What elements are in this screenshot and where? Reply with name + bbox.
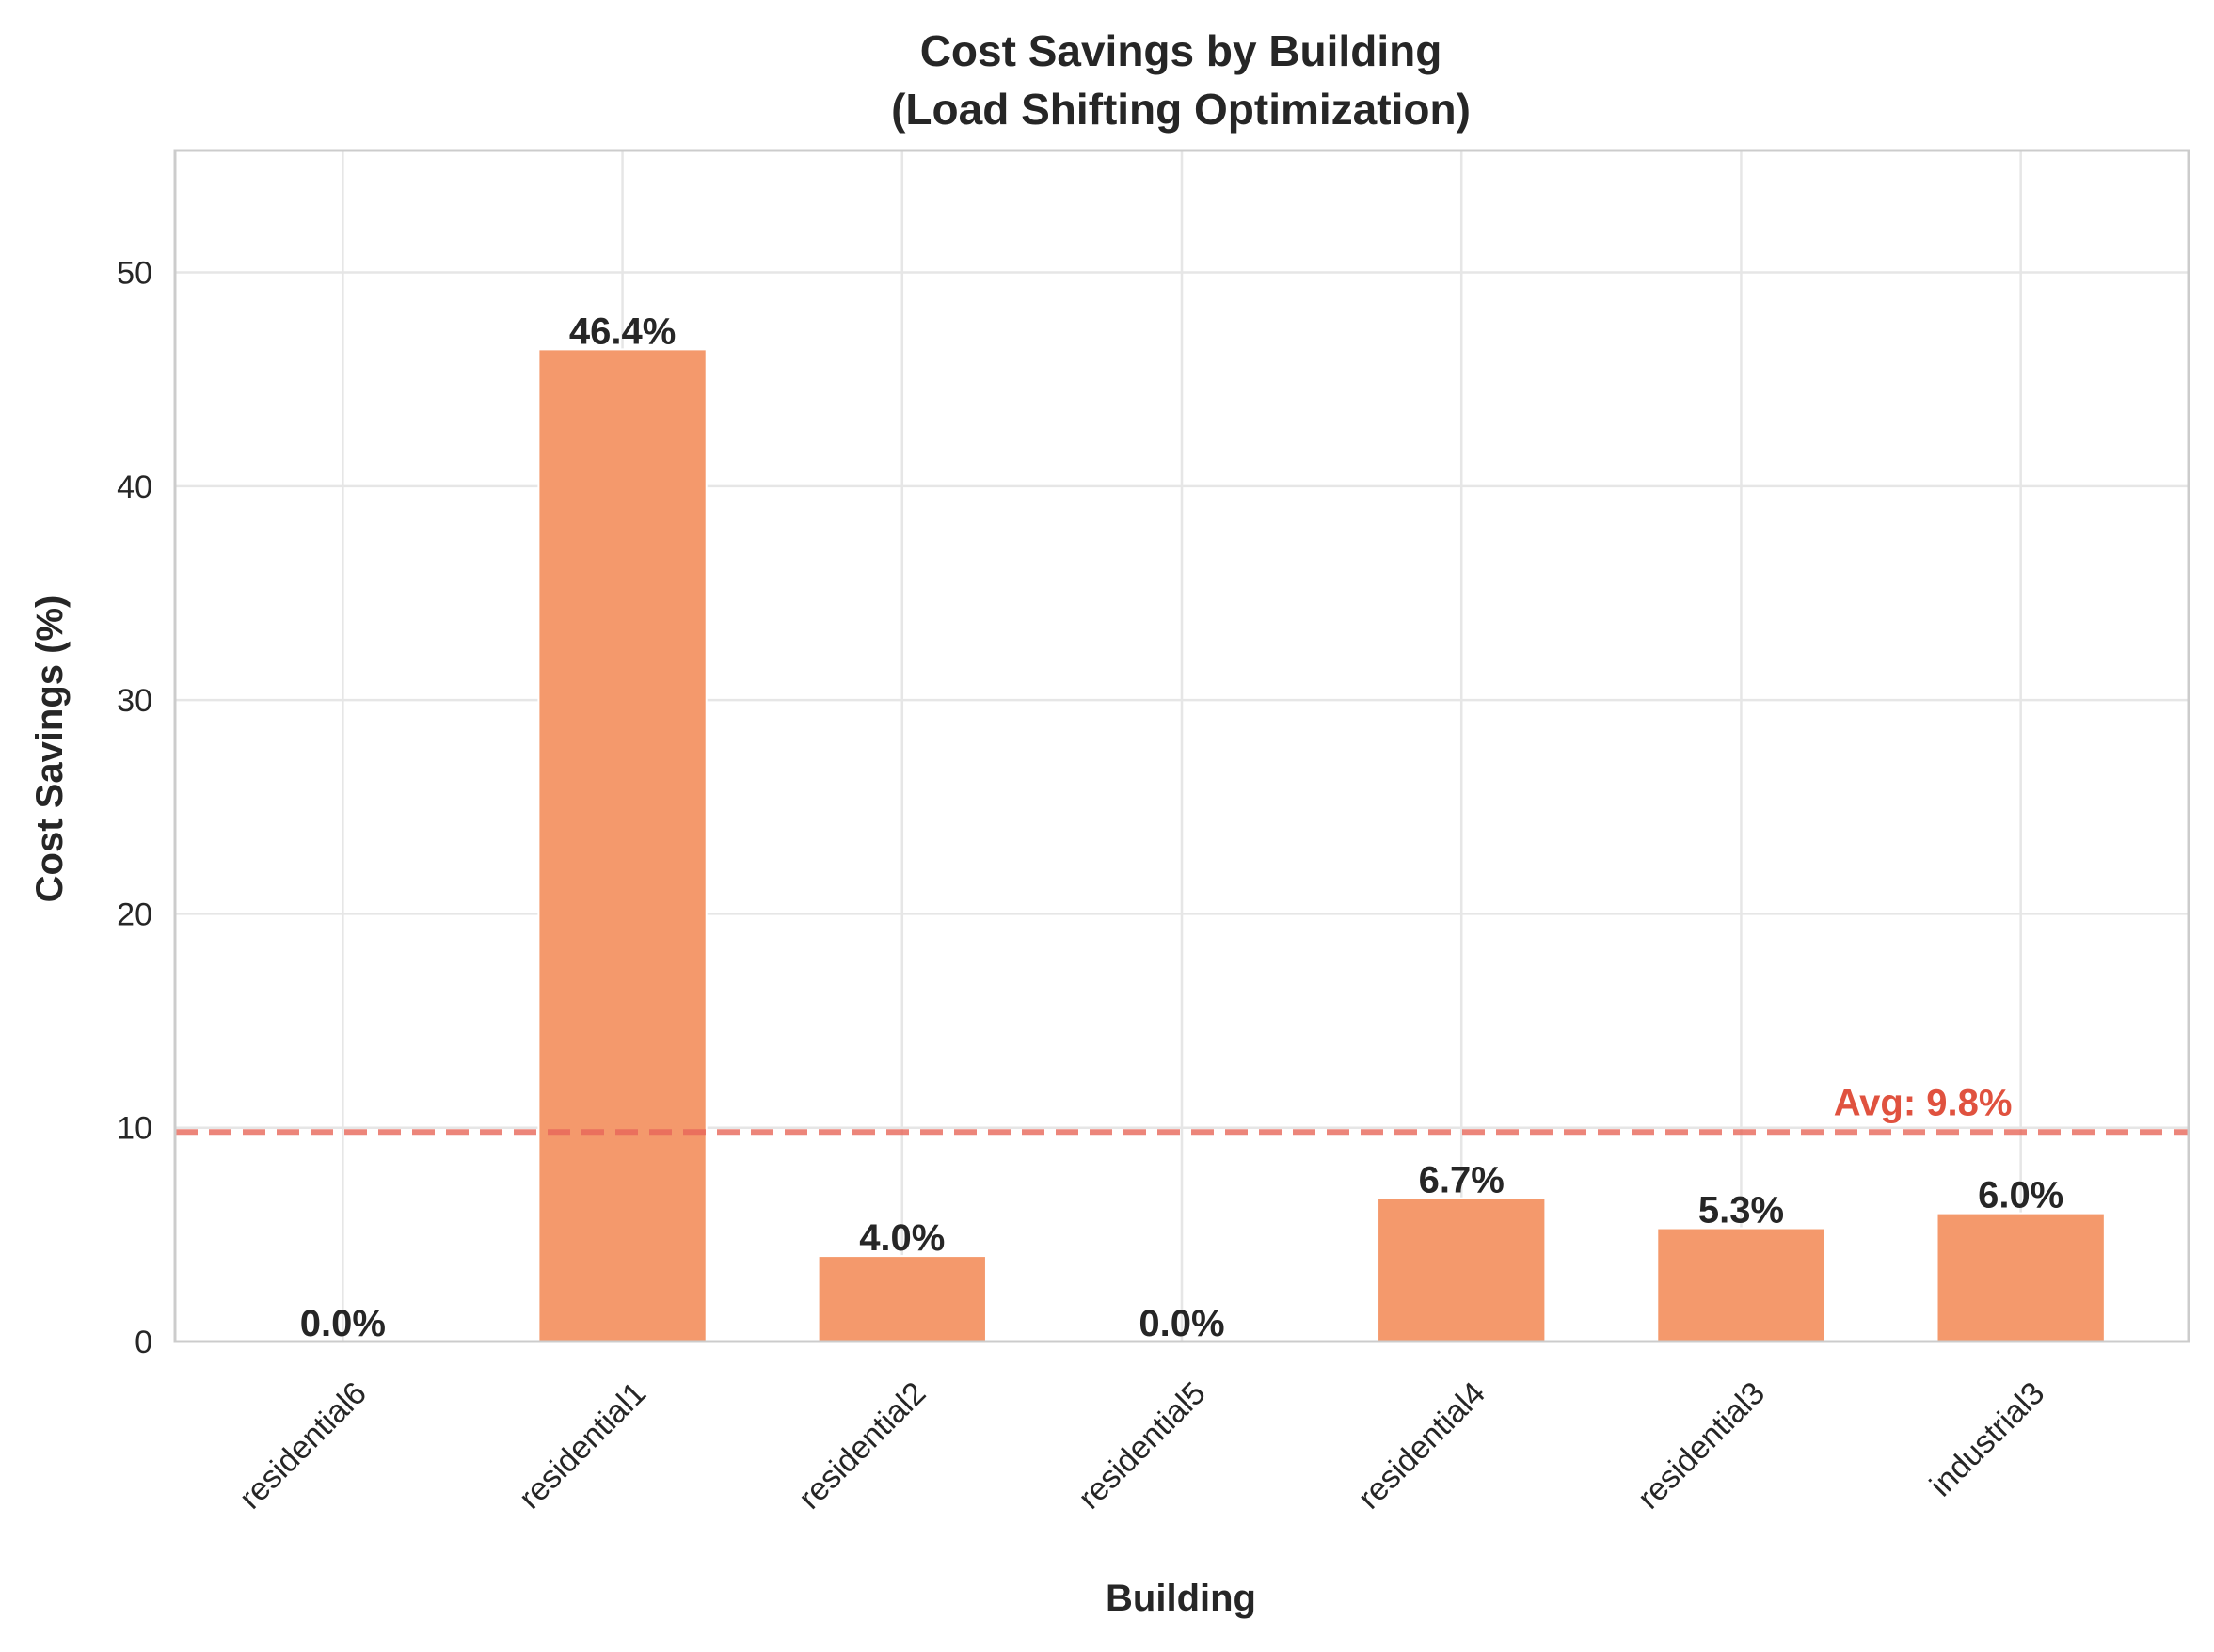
bar-residential4 — [1377, 1197, 1547, 1342]
y-tick-label: 40 — [117, 469, 152, 505]
x-tick-label: industrial3 — [1923, 1375, 2051, 1503]
bar-residential1 — [537, 348, 708, 1343]
chart-title-line1: Cost Savings by Building — [920, 26, 1442, 75]
average-label: Avg: 9.8% — [1834, 1082, 2013, 1123]
x-tick-label: residential6 — [232, 1375, 374, 1517]
x-tick-label: residential5 — [1072, 1375, 1213, 1517]
bar-value-label: 46.4% — [569, 310, 676, 352]
average-line-group: Avg: 9.8% — [175, 1082, 2189, 1136]
bar-value-label: 0.0% — [1139, 1303, 1224, 1344]
y-axis-ticks: 0 10 20 30 40 50 — [117, 256, 152, 1360]
grid — [175, 151, 2189, 1343]
bar-residential2 — [817, 1255, 987, 1342]
x-tick-label: residential2 — [792, 1375, 933, 1517]
bar-industrial3 — [1935, 1212, 2106, 1343]
x-axis-ticks: residential6 residential1 residential2 resi… — [232, 1375, 2051, 1517]
plot-frame — [173, 149, 2190, 1343]
bar-residential3 — [1656, 1227, 1826, 1343]
y-tick-label: 10 — [117, 1111, 152, 1147]
chart-title-line2: (Load Shifting Optimization) — [891, 85, 1471, 134]
x-tick-label: residential3 — [1631, 1375, 1772, 1517]
bar-value-label: 5.3% — [1698, 1190, 1784, 1231]
y-tick-label: 0 — [135, 1325, 152, 1360]
x-axis-label: Building — [1106, 1578, 1256, 1619]
bar-value-label: 6.7% — [1419, 1160, 1505, 1201]
bars — [537, 348, 2106, 1343]
y-axis-label: Cost Savings (%) — [29, 596, 71, 903]
bar-value-label: 4.0% — [859, 1217, 945, 1259]
x-tick-label: residential4 — [1351, 1375, 1492, 1517]
x-tick-label: residential1 — [512, 1375, 653, 1517]
bar-value-label: 0.0% — [300, 1303, 386, 1344]
y-tick-label: 30 — [117, 683, 152, 719]
value-labels: 0.0% 46.4% 4.0% 0.0% 6.7% 5.3% 6.0% — [300, 310, 2064, 1344]
bar-value-label: 6.0% — [1978, 1175, 2063, 1216]
y-tick-label: 50 — [117, 256, 152, 292]
y-tick-label: 20 — [117, 897, 152, 932]
